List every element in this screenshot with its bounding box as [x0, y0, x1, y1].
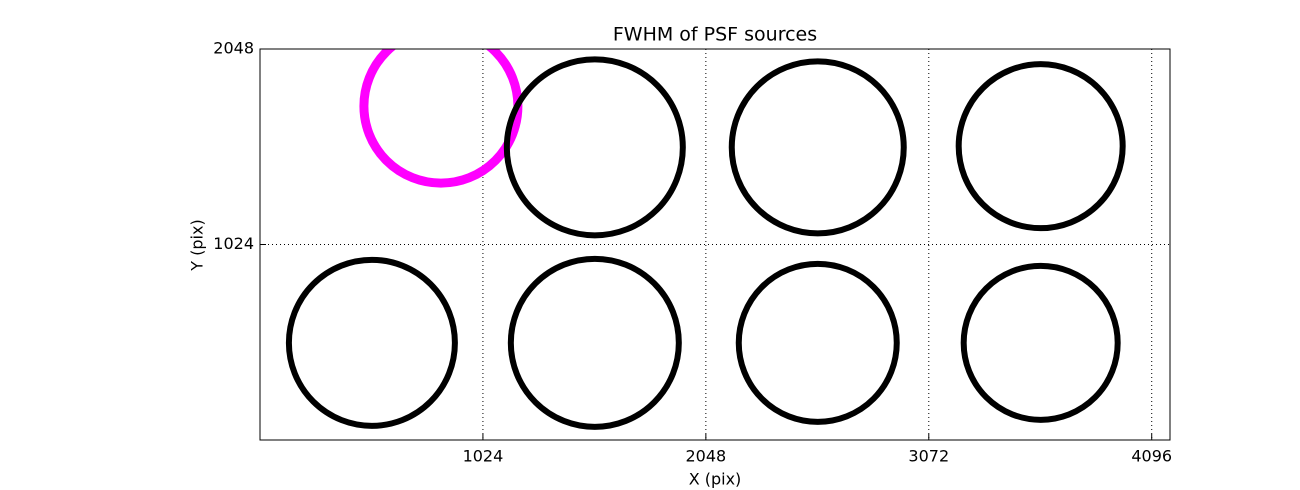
plot-area: [285, 49, 1126, 430]
x-tick-label: 1024: [463, 447, 504, 466]
psf-circle: [960, 262, 1121, 423]
psf-circle: [955, 61, 1126, 232]
y-tick-label: 2048: [213, 39, 254, 58]
psf-circle: [503, 56, 686, 239]
x-tick-label: 2048: [685, 447, 726, 466]
x-tick-label: 3072: [908, 447, 949, 466]
psf-circle: [507, 255, 682, 430]
psf-circle: [735, 260, 900, 425]
chart-title: FWHM of PSF sources: [613, 24, 817, 46]
y-tick-label: 1024: [213, 234, 254, 253]
psf-circle: [285, 256, 458, 429]
y-axis-label: Y (pix): [188, 219, 207, 271]
x-tick-label: 4096: [1131, 447, 1172, 466]
psf-circle: [359, 49, 523, 188]
axes-frame: [259, 48, 1171, 441]
psf-circle: [728, 58, 907, 237]
grid: [260, 48, 1170, 440]
x-axis-label: X (pix): [689, 470, 742, 489]
